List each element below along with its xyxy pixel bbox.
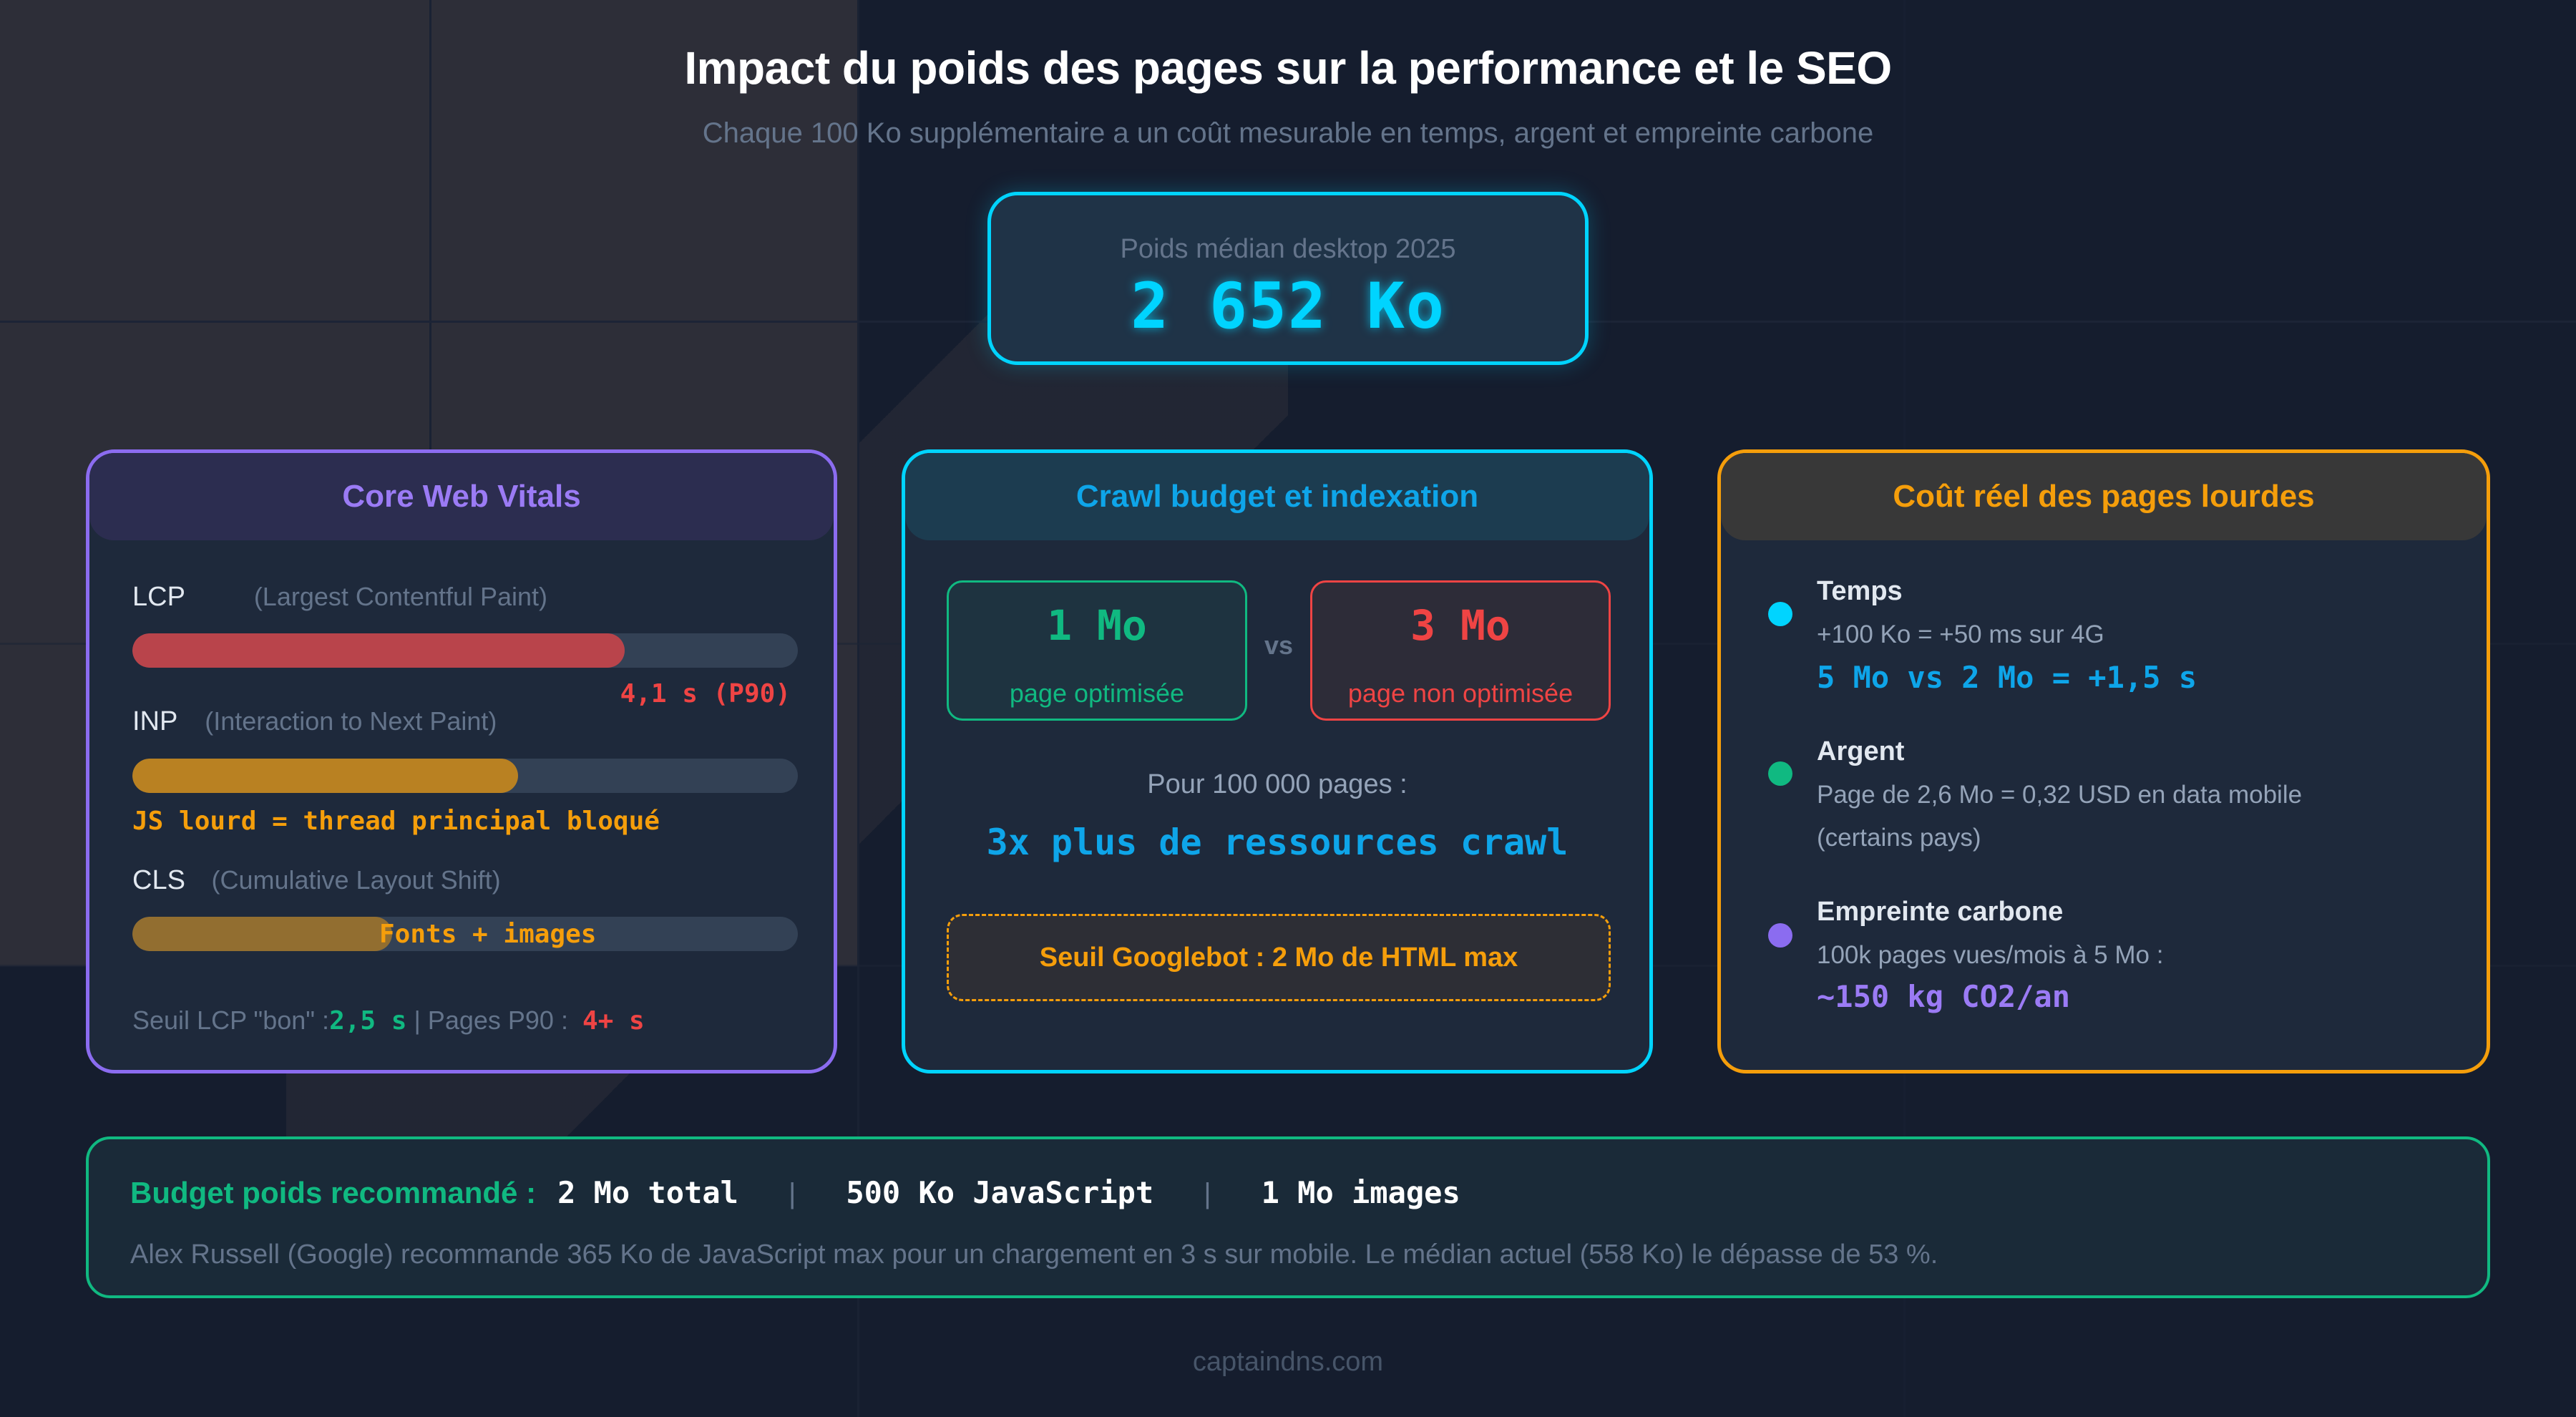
scale-value: 3x plus de ressources crawl xyxy=(986,822,1568,863)
budget-total: 2 Mo total xyxy=(557,1175,738,1210)
budget-separator: | xyxy=(1204,1178,1211,1209)
median-weight-box: Poids médian desktop 2025 2 652 Ko xyxy=(987,192,1589,365)
money-text-2: (certains pays) xyxy=(1817,824,1981,852)
threshold-good-value: 2,5 s xyxy=(329,1006,407,1036)
budget-row: Budget poids recommandé : 2 Mo total | 5… xyxy=(130,1175,1460,1210)
threshold-separator: | Pages P90 : xyxy=(414,1005,568,1035)
card-title: Core Web Vitals xyxy=(89,453,834,540)
card-core-web-vitals: Core Web Vitals LCP (Largest Contentful … xyxy=(86,449,837,1073)
scale-label: Pour 100 000 pages : xyxy=(1147,769,1407,799)
cls-bar xyxy=(132,917,798,951)
metric-lcp-label: LCP (Largest Contentful Paint) xyxy=(132,582,547,613)
card-crawl-budget: Crawl budget et indexation 1 Mo page opt… xyxy=(902,449,1653,1073)
time-text: +100 Ko = +50 ms sur 4G xyxy=(1817,620,2104,648)
recommended-budget-banner: Budget poids recommandé : 2 Mo total | 5… xyxy=(86,1136,2490,1298)
background-grid-line xyxy=(857,0,859,1417)
money-text: Page de 2,6 Mo = 0,32 USD en data mobile xyxy=(1817,781,2303,809)
carbon-text: 100k pages vues/mois à 5 Mo : xyxy=(1817,941,2164,969)
inp-note: JS lourd = thread principal bloqué xyxy=(132,807,660,836)
metric-abbr: INP xyxy=(132,706,177,736)
lcp-value: 4,1 s (P90) xyxy=(620,679,791,708)
carbon-dot-icon xyxy=(1768,923,1792,948)
unoptimized-page-label: page non optimisée xyxy=(1347,678,1574,708)
vs-label: vs xyxy=(1264,630,1294,660)
time-highlight: 5 Mo vs 2 Mo = +1,5 s xyxy=(1817,660,2197,695)
card-real-cost: Coût réel des pages lourdes Temps +100 K… xyxy=(1717,449,2490,1073)
metric-name: (Largest Contentful Paint) xyxy=(253,582,548,611)
budget-images: 1 Mo images xyxy=(1261,1175,1460,1210)
threshold-prefix: Seuil LCP "bon" : xyxy=(132,1005,330,1035)
money-dot-icon xyxy=(1768,761,1792,786)
budget-separator: | xyxy=(788,1178,796,1209)
carbon-highlight: ~150 kg CO2/an xyxy=(1817,979,2071,1014)
metric-inp-label: INP (Interaction to Next Paint) xyxy=(132,706,497,737)
unoptimized-page-box: 3 Mo page non optimisée xyxy=(1310,580,1611,721)
cls-note: Fonts + images xyxy=(379,920,597,949)
inp-bar-fill xyxy=(132,759,519,793)
unoptimized-page-size: 3 Mo xyxy=(1410,601,1511,650)
metric-abbr: LCP xyxy=(132,582,185,612)
cls-bar-fill xyxy=(132,917,392,951)
budget-note: Alex Russell (Google) recommande 365 Ko … xyxy=(130,1240,1938,1270)
median-weight-label: Poids médian desktop 2025 xyxy=(1120,234,1456,264)
card-title: Coût réel des pages lourdes xyxy=(1721,453,2487,540)
page-title: Impact du poids des pages sur la perform… xyxy=(684,42,1892,94)
metric-name: (Interaction to Next Paint) xyxy=(205,706,497,736)
googlebot-threshold-box: Seuil Googlebot : 2 Mo de HTML max xyxy=(947,914,1611,1001)
carbon-title: Empreinte carbone xyxy=(1817,897,2064,927)
lcp-bar-fill xyxy=(132,633,625,668)
time-title: Temps xyxy=(1817,576,1903,606)
median-weight-value: 2 652 Ko xyxy=(1131,269,1445,343)
metric-name: (Cumulative Layout Shift) xyxy=(211,865,501,895)
metric-cls-label: CLS (Cumulative Layout Shift) xyxy=(132,865,501,896)
optimized-page-box: 1 Mo page optimisée xyxy=(947,580,1247,721)
money-title: Argent xyxy=(1817,736,1905,766)
threshold-bad-value: 4+ s xyxy=(582,1006,645,1036)
budget-javascript: 500 Ko JavaScript xyxy=(846,1175,1154,1210)
optimized-page-label: page optimisée xyxy=(1009,678,1185,708)
card-title: Crawl budget et indexation xyxy=(905,453,1649,540)
budget-label: Budget poids recommandé : xyxy=(130,1176,537,1209)
lcp-threshold-line: Seuil LCP "bon" :2,5 s | Pages P90 : 4+ … xyxy=(132,1005,645,1036)
time-dot-icon xyxy=(1768,602,1792,626)
googlebot-threshold-text: Seuil Googlebot : 2 Mo de HTML max xyxy=(1039,942,1518,973)
metric-abbr: CLS xyxy=(132,865,185,895)
optimized-page-size: 1 Mo xyxy=(1047,601,1147,650)
lcp-bar xyxy=(132,633,798,668)
page-subtitle: Chaque 100 Ko supplémentaire a un coût m… xyxy=(702,117,1874,149)
footer-site: captaindns.com xyxy=(1192,1347,1384,1377)
inp-bar xyxy=(132,759,798,793)
